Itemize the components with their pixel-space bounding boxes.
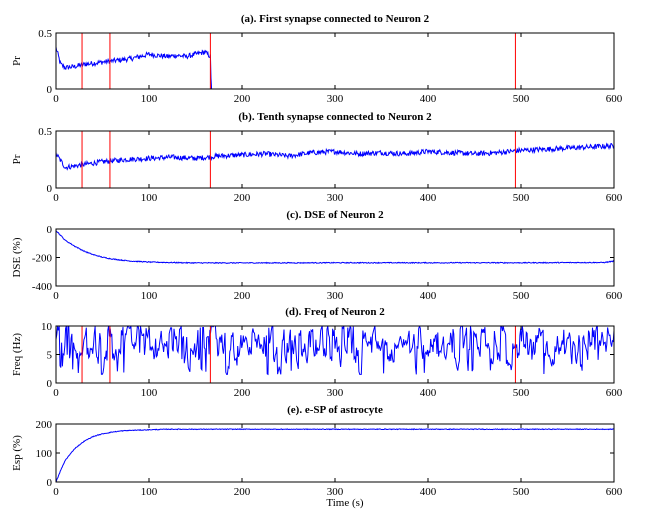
y-axis-label: Freq (Hz) [11,333,23,376]
y-tick-label: 0 [47,378,53,390]
x-tick-label: 600 [606,486,623,498]
series-line [56,46,614,89]
x-tick-label: 600 [606,387,623,399]
axes-box [55,423,615,483]
y-tick-label: 0 [47,224,53,236]
x-tick-label: 300 [327,93,344,105]
series-group [56,230,614,265]
y-tick-label: 0 [47,84,53,96]
y-tick-label: -400 [32,281,53,293]
series-group [56,326,614,376]
y-tick-label: 0.5 [38,126,52,138]
panel-title: (e). e-SP of astrocyte [287,404,383,416]
x-tick-label: 400 [420,192,437,204]
x-tick-label: 200 [234,192,251,204]
axes-box [55,32,615,90]
y-tick-label: 0 [47,183,53,195]
series-line [56,142,614,171]
panel-c: (c). DSE of Neuron 2 DSE (%) 0 100 200 300 400… [11,209,623,302]
x-tick-label: 400 [420,486,437,498]
x-tick-label: 200 [234,387,251,399]
x-tick-label: 500 [513,192,530,204]
x-tick-label: 500 [513,93,530,105]
series-group [56,428,614,482]
x-tick-label: 200 [234,290,251,302]
y-tick-label: 0 [47,477,53,489]
panel-title: (d). Freq of Neuron 2 [285,306,385,318]
x-tick-label: 100 [141,290,158,302]
series-line [56,326,614,376]
x-tick-label: 300 [327,387,344,399]
y-tick-label: 200 [36,419,53,431]
x-axis-label: Time (s) [326,497,364,509]
y-tick-label: 10 [41,321,53,333]
y-tick-label: -200 [32,253,53,265]
panel-title: (c). DSE of Neuron 2 [286,209,384,221]
x-tick-label: 300 [327,192,344,204]
x-tick-label: 100 [141,486,158,498]
x-tick-label: 500 [513,486,530,498]
y-axis-label: DSE (%) [11,237,23,277]
x-tick-label: 0 [53,93,59,105]
x-tick-label: 200 [234,93,251,105]
x-tick-label: 0 [53,290,59,302]
x-tick-label: 100 [141,387,158,399]
x-tick-label: 600 [606,290,623,302]
x-tick-label: 100 [141,192,158,204]
panel-e: (e). e-SP of astrocyte Esp (%) 0 100 200 300 4… [11,404,623,498]
series-line [56,230,614,265]
x-tick-label: 200 [234,486,251,498]
series-group [56,142,614,171]
x-tick-label: 400 [420,93,437,105]
x-tick-label: 400 [420,290,437,302]
x-tick-label: 300 [327,290,344,302]
panel-title: (a). First synapse connected to Neuron 2 [241,13,430,25]
x-tick-label: 0 [53,387,59,399]
x-tick-label: 400 [420,387,437,399]
y-tick-label: 5 [47,350,53,362]
x-tick-label: 100 [141,93,158,105]
x-tick-label: 500 [513,387,530,399]
y-axis-label: Pr [11,154,23,164]
y-tick-label: 100 [36,448,53,460]
x-tick-label: 0 [53,486,59,498]
axes-box [55,228,615,287]
y-tick-label: 0.5 [38,28,52,40]
y-axis-label: Pr [11,56,23,66]
series-group [56,46,614,89]
y-axis-label: Esp (%) [11,435,23,471]
panel-a: (a). First synapse connected to Neuron 2… [11,13,623,105]
x-tick-label: 300 [327,486,344,498]
panel-b: (b). Tenth synapse connected to Neuron 2… [11,111,623,204]
x-tick-label: 600 [606,192,623,204]
panel-title: (b). Tenth synapse connected to Neuron 2 [238,111,432,123]
axes-box [55,325,615,384]
x-tick-label: 500 [513,290,530,302]
x-tick-label: 0 [53,192,59,204]
x-tick-label: 600 [606,93,623,105]
series-line [56,428,614,482]
